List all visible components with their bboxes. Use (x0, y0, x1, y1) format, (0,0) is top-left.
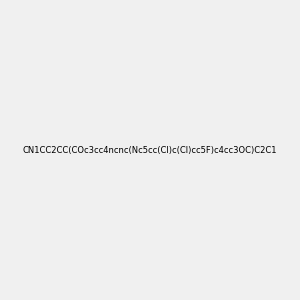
Text: CN1CC2CC(COc3cc4ncnc(Nc5cc(Cl)c(Cl)cc5F)c4cc3OC)C2C1: CN1CC2CC(COc3cc4ncnc(Nc5cc(Cl)c(Cl)cc5F)… (23, 146, 277, 154)
